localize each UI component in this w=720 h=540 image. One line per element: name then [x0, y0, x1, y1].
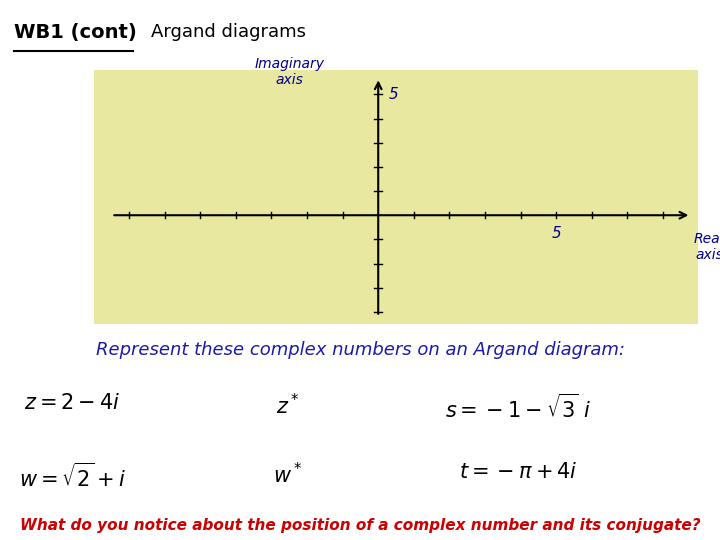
Text: WB1 (cont): WB1 (cont) — [14, 23, 137, 42]
Text: Imaginary
axis: Imaginary axis — [254, 57, 324, 87]
Text: $s = -1 - \sqrt{3}\ i$: $s = -1 - \sqrt{3}\ i$ — [445, 393, 592, 422]
Text: 5: 5 — [389, 87, 399, 102]
Text: $z = 2-4i$: $z = 2-4i$ — [24, 393, 120, 413]
Text: What do you notice about the position of a complex number and its conjugate?: What do you notice about the position of… — [19, 518, 701, 534]
Text: $t = -\pi + 4i$: $t = -\pi + 4i$ — [459, 462, 577, 482]
Text: 5: 5 — [552, 226, 561, 241]
Text: $z^*$: $z^*$ — [276, 393, 300, 418]
Text: Real
axis: Real axis — [694, 232, 720, 262]
Text: $w = \sqrt{2} + i$: $w = \sqrt{2} + i$ — [19, 462, 125, 491]
Text: Represent these complex numbers on an Argand diagram:: Represent these complex numbers on an Ar… — [96, 341, 624, 359]
Text: Argand diagrams: Argand diagrams — [151, 23, 306, 42]
Text: $w^*$: $w^*$ — [273, 462, 303, 488]
